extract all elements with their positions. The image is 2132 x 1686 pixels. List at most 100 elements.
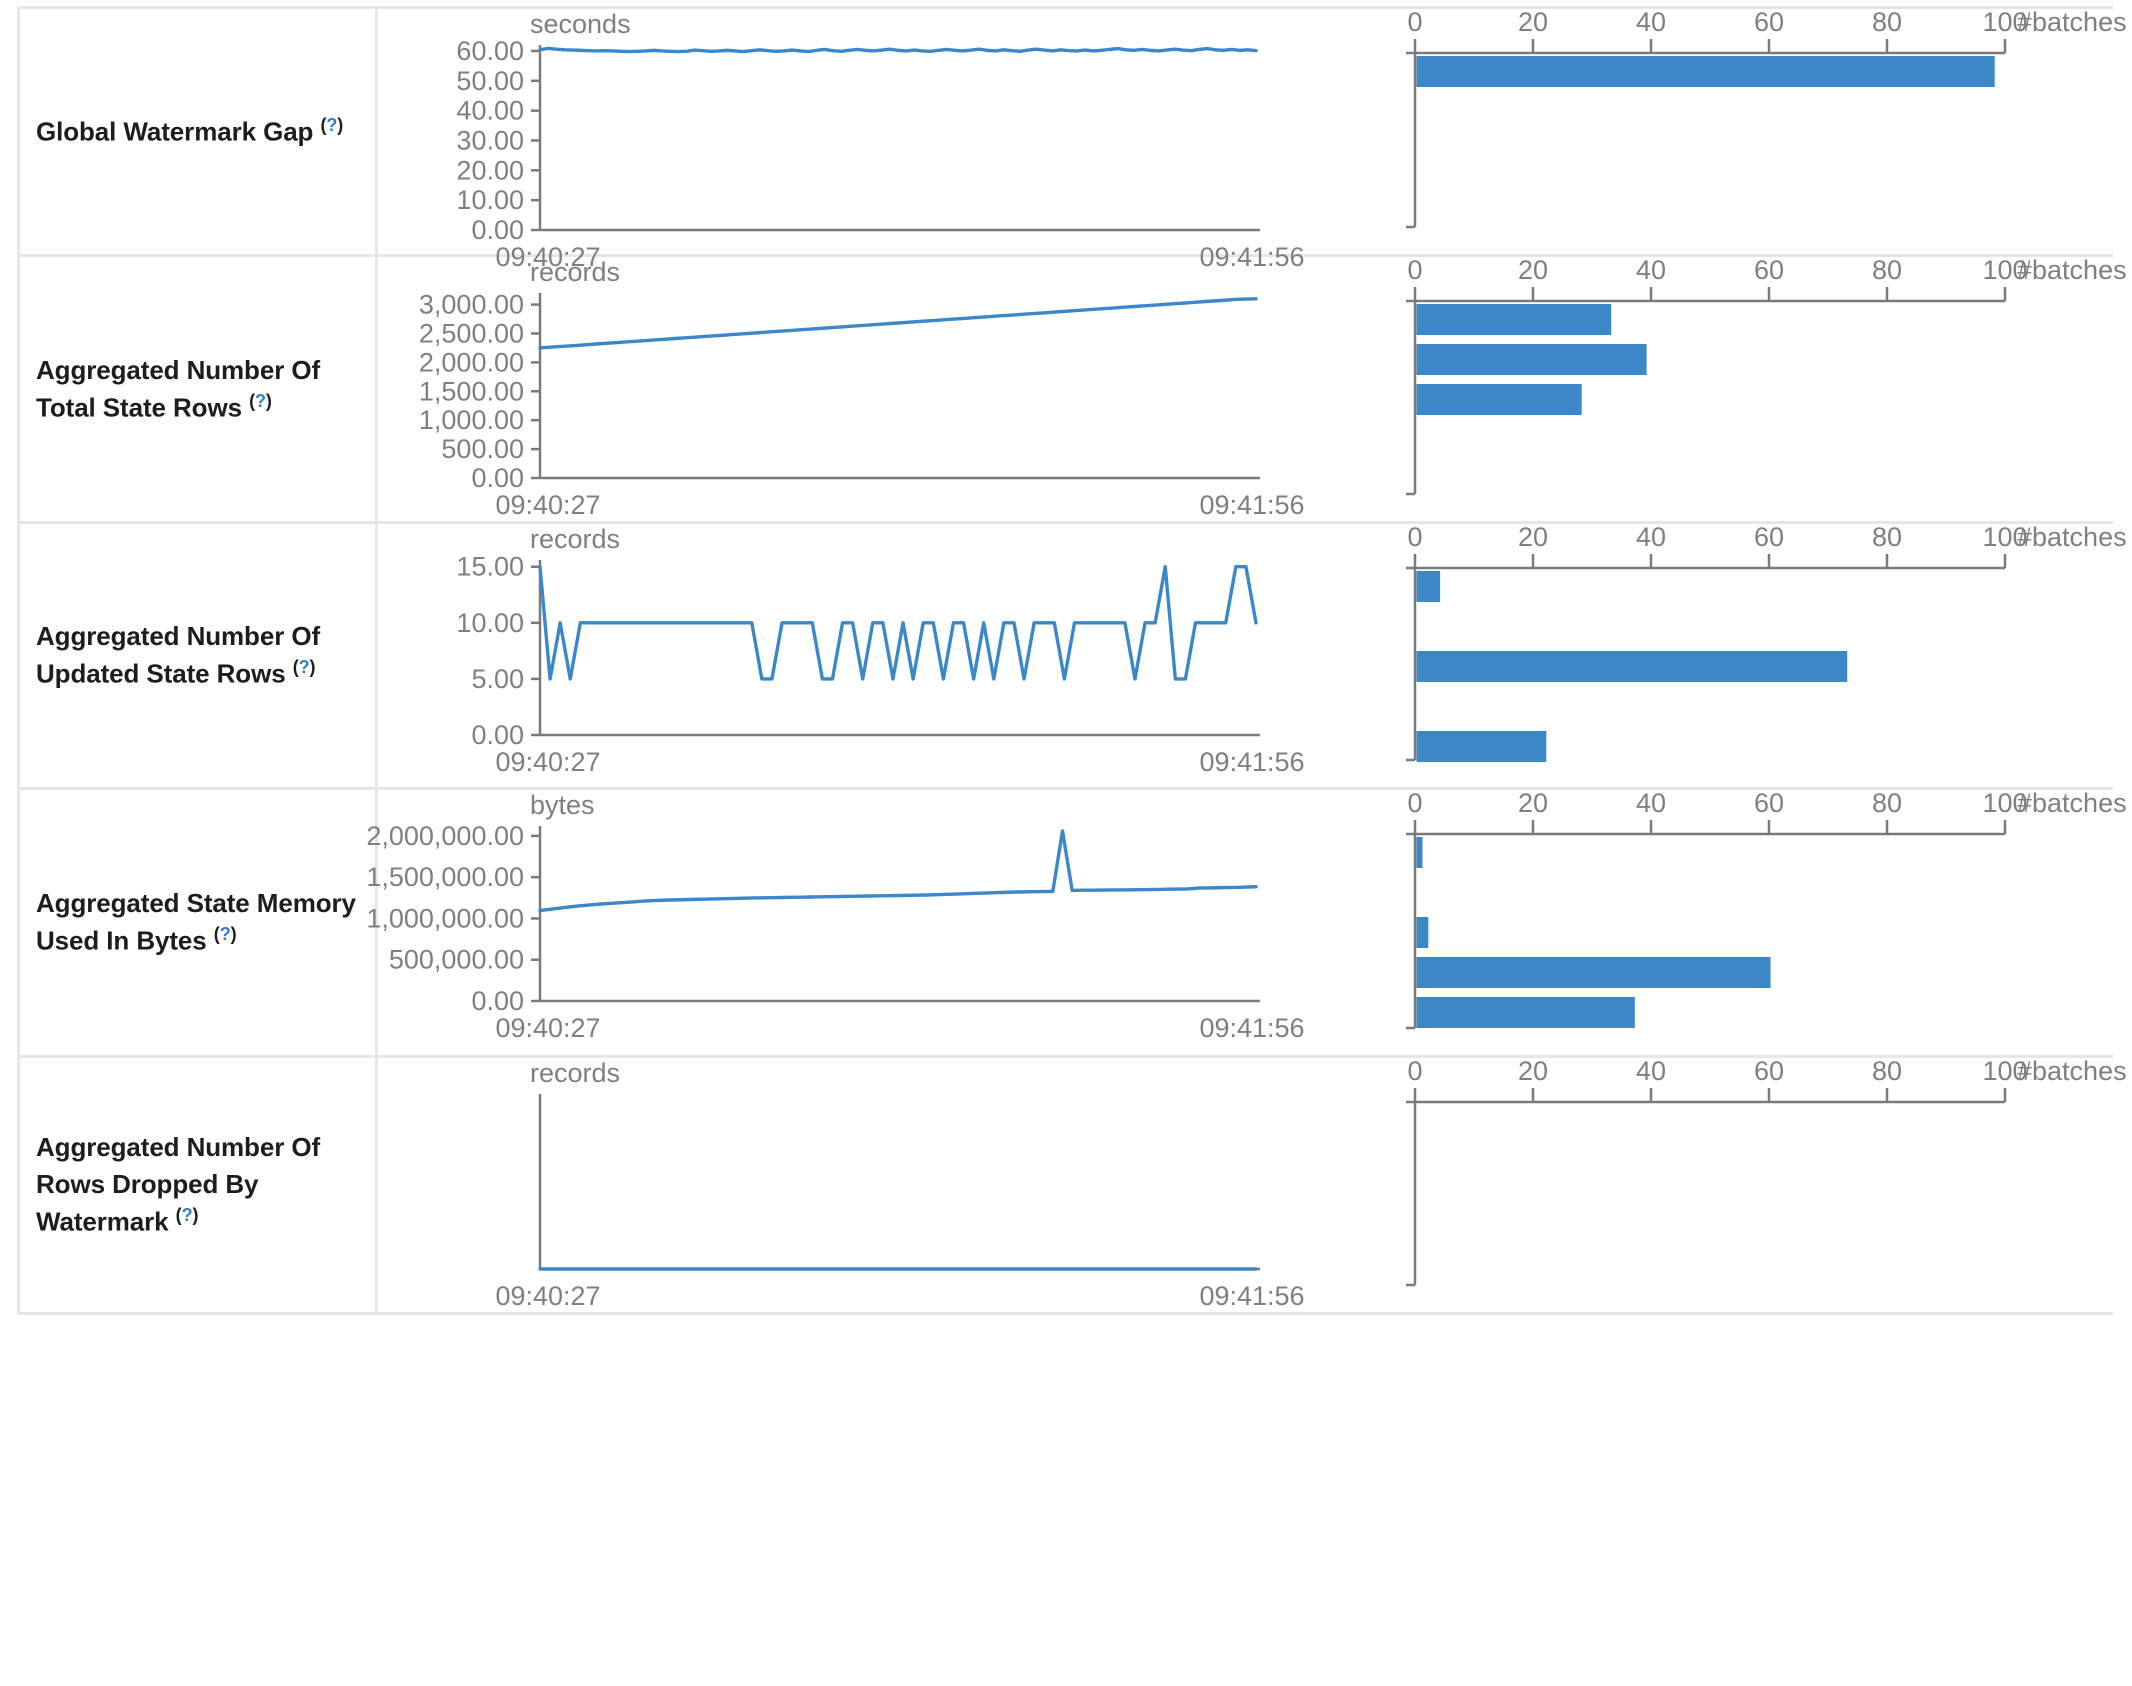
hist-tick-label: 20	[1518, 788, 1548, 818]
histogram-bar	[1416, 304, 1612, 335]
y-tick-label: 0.00	[471, 720, 524, 750]
hist-tick-label: 100	[1982, 7, 2027, 37]
x-tick-label-end: 09:41:56	[1199, 490, 1304, 520]
metric-name: Aggregated State Memory Used In Bytes (?…	[36, 885, 359, 959]
hist-unit-label: #batches	[2017, 255, 2127, 285]
histogram-chart-2[interactable]: 0 20 40 60 80 100#batches	[1395, 522, 2127, 790]
y-tick-label: 1,500.00	[419, 376, 524, 406]
histogram-chart-container: 0 20 40 60 80 100 #batches	[1395, 1056, 2127, 1315]
stat-row: Aggregated Number Of Total State Rows (?…	[20, 255, 2127, 524]
hist-tick-label: 80	[1872, 788, 1902, 818]
hist-tick-label: 60	[1754, 788, 1784, 818]
help-superscript: (?)	[176, 1205, 199, 1225]
timeline-chart-4[interactable]: records 09:40:27 09:41:56	[380, 1058, 1304, 1315]
metric-name-cell: Aggregated Number Of Total State Rows (?…	[20, 257, 378, 521]
y-tick-label: 3,000.00	[419, 290, 524, 320]
hist-tick-label: 60	[1754, 522, 1784, 552]
x-tick-label-end: 09:41:56	[1199, 1281, 1304, 1311]
help-icon[interactable]: ?	[326, 114, 338, 135]
metric-name: Aggregated Number Of Updated State Rows …	[36, 618, 359, 692]
metric-name-label: Aggregated Number Of Total State Rows	[36, 354, 321, 423]
help-close-paren: )	[230, 924, 237, 945]
help-open-paren: (	[320, 114, 327, 135]
hist-tick-label: 0	[1407, 522, 1422, 552]
y-tick-label: 500,000.00	[389, 945, 524, 975]
hist-tick-label: 100	[1982, 1056, 2027, 1086]
hist-tick-label: 0	[1407, 255, 1422, 285]
y-tick-label: 15.00	[456, 552, 524, 582]
timeline-unit-label: seconds	[530, 9, 631, 39]
hist-tick-label: 80	[1872, 255, 1902, 285]
hist-tick-label: 40	[1636, 7, 1666, 37]
timeline-series-line	[538, 829, 1258, 913]
hist-tick-label: 100	[1982, 522, 2027, 552]
y-tick-label: 50.00	[456, 66, 524, 96]
timeline-chart-0[interactable]: seconds 0.0010.0020.0030.0040.0050.0060.0…	[380, 9, 1304, 272]
help-icon[interactable]: ?	[219, 924, 231, 945]
help-open-paren: (	[175, 1205, 182, 1226]
timeline-unit-label: records	[530, 257, 620, 287]
hist-tick-label: 80	[1872, 7, 1902, 37]
histogram-bar	[1416, 651, 1848, 682]
y-tick-label: 2,500.00	[419, 318, 524, 348]
timeline-chart-container: records 09:40:27 09:41:56	[380, 1058, 1304, 1315]
y-tick-label: 500.00	[441, 434, 524, 464]
metric-charts-cell: seconds 0.00 10.00 20.00 30.00 40.00 50.00 60.0…	[378, 7, 2127, 272]
stat-row: Aggregated Number Of Updated State Rows …	[20, 522, 2127, 790]
x-tick-label-end: 09:41:56	[1199, 242, 1304, 272]
y-tick-label: 20.00	[456, 155, 524, 185]
help-icon[interactable]: ?	[181, 1205, 193, 1226]
timeline-chart-1[interactable]: records 0.00500.001,000.001,500.002,000.0…	[380, 257, 1305, 524]
timeline-unit-label: records	[530, 524, 620, 554]
y-tick-label: 1,000,000.00	[366, 903, 524, 933]
y-tick-label: 40.00	[456, 96, 524, 126]
hist-tick-label: 60	[1754, 7, 1784, 37]
histogram-bar	[1416, 997, 1635, 1028]
histogram-chart-container: 0 20 40 60 80 100 #batches	[1395, 255, 2127, 524]
metric-charts-cell: records 0.00 500.00 1,000.00 1,500.00 2,000.0…	[378, 255, 2127, 524]
x-tick-label-end: 09:41:56	[1199, 1013, 1304, 1043]
hist-tick-label: 40	[1636, 788, 1666, 818]
metric-charts-cell: records 0.00 5.00 10.00 15.00 09:40:27 09:41:5…	[378, 522, 2127, 790]
y-tick-label: 5.00	[471, 664, 524, 694]
hist-tick-label: 20	[1518, 522, 1548, 552]
histogram-chart-0[interactable]: 0 20 40 60 80 100#batches	[1395, 7, 2127, 257]
help-superscript: (?)	[249, 391, 272, 411]
stat-row: Aggregated Number Of Rows Dropped By Wat…	[20, 1056, 2127, 1315]
y-tick-label: 0.00	[471, 463, 524, 493]
metric-name-cell: Global Watermark Gap (?)	[20, 9, 378, 254]
timeline-unit-label: records	[530, 1058, 620, 1088]
y-tick-label: 0.00	[471, 986, 524, 1016]
help-icon[interactable]: ?	[254, 390, 266, 411]
histogram-bar	[1416, 344, 1647, 375]
hist-tick-label: 40	[1636, 255, 1666, 285]
timeline-chart-container: records 0.00 5.00 10.00 15.00 09:40:27 09:41:5…	[380, 524, 1304, 790]
histogram-chart-container: 0 20 40 60 80 100 #batches	[1395, 7, 2127, 257]
metric-name-cell: Aggregated Number Of Rows Dropped By Wat…	[20, 1058, 378, 1312]
timeline-chart-2[interactable]: records 0.00 5.00 10.00 15.00 09:40:27 09:41:5…	[380, 524, 1304, 790]
metric-name-label: Aggregated Number Of Updated State Rows	[36, 621, 321, 689]
metric-name-label: Aggregated State Memory Used In Bytes	[36, 888, 356, 956]
x-tick-label-start: 09:40:27	[495, 1281, 600, 1311]
histogram-chart-3[interactable]: 0 20 40 60 80 100#batches	[1395, 788, 2127, 1058]
x-tick-label-start: 09:40:27	[495, 747, 600, 777]
metric-name: Aggregated Number Of Total State Rows (?…	[36, 352, 359, 426]
help-open-paren: (	[213, 924, 220, 945]
hist-unit-label: #batches	[2017, 1056, 2127, 1086]
hist-tick-label: 60	[1754, 255, 1784, 285]
statistics-table: Global Watermark Gap (?) seconds 0.00 10.00…	[17, 6, 2127, 1315]
hist-unit-label: #batches	[2017, 522, 2127, 552]
histogram-chart-4[interactable]: 0 20 40 60 80 100#batches	[1395, 1056, 2127, 1315]
histogram-bar	[1416, 917, 1429, 948]
x-tick-label-start: 09:40:27	[495, 242, 600, 272]
help-icon[interactable]: ?	[298, 657, 310, 678]
timeline-chart-3[interactable]: bytes 0.00 500,000.00 1,000,000.00 1,500,000…	[366, 790, 1304, 1058]
timeline-series-line	[538, 297, 1258, 350]
help-open-paren: (	[249, 390, 255, 411]
help-open-paren: (	[292, 657, 299, 678]
y-tick-label: 10.00	[456, 608, 524, 638]
metric-name-label: Global Watermark Gap	[36, 116, 314, 147]
histogram-chart-1[interactable]: 0 20 40 60 80 100#batches	[1395, 255, 2127, 524]
hist-tick-label: 40	[1636, 1056, 1666, 1086]
